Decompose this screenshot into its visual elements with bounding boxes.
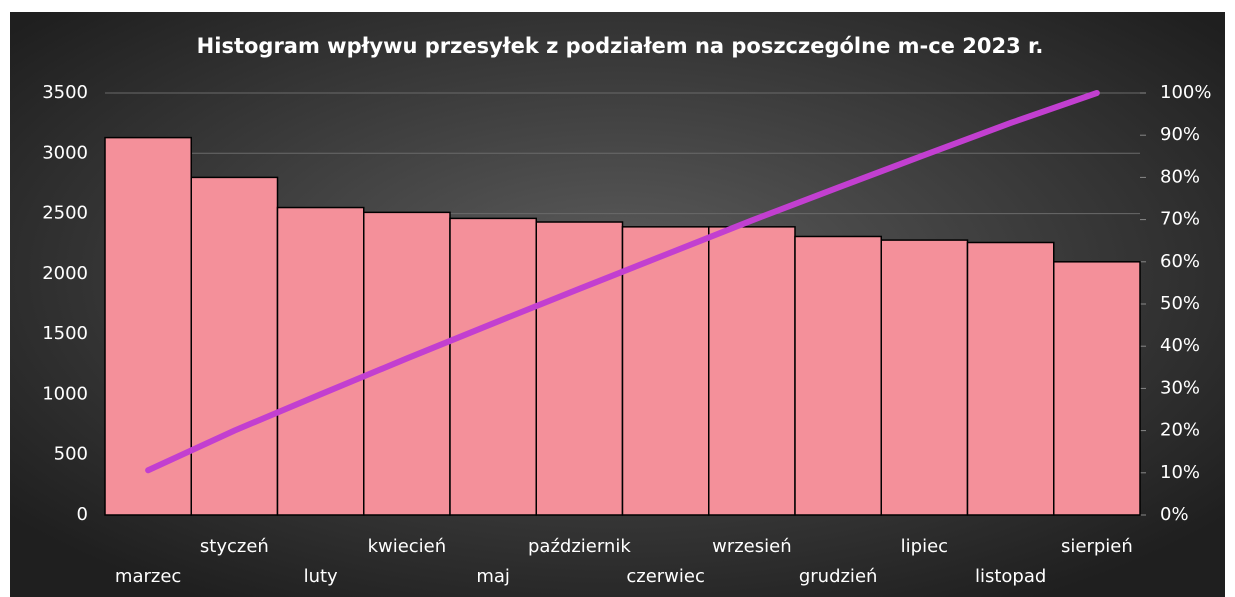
x-tick-label: sierpień [1061, 536, 1133, 557]
bar [966, 241, 1055, 516]
x-tick-label: wrzesień [712, 536, 792, 557]
y2-tick-label: 90% [1160, 124, 1200, 145]
x-tick-label: grudzień [799, 566, 878, 587]
chart-title: Histogram wpływu przesyłek z podziałem n… [197, 34, 1044, 58]
y-tick-label: 0 [77, 504, 88, 525]
y2-tick-label: 20% [1160, 420, 1200, 441]
bar [880, 239, 969, 516]
bar [621, 226, 710, 516]
x-tick-label: listopad [975, 566, 1046, 587]
x-tick-label: styczeń [200, 536, 269, 557]
bar [449, 217, 537, 516]
y-tick-label: 2000 [42, 263, 88, 284]
y2-tick-label: 10% [1160, 462, 1200, 483]
bar [276, 206, 365, 516]
y-tick-label: 2500 [42, 203, 88, 224]
x-tick-label: kwiecień [368, 536, 447, 557]
bar [708, 226, 796, 516]
y2-tick-label: 80% [1160, 166, 1200, 187]
bar [104, 136, 192, 516]
bar [190, 176, 279, 516]
bar [535, 221, 624, 516]
y-tick-label: 500 [54, 444, 88, 465]
y2-tick-label: 40% [1160, 335, 1200, 356]
x-tick-label: luty [304, 566, 338, 587]
x-tick-label: lipiec [901, 536, 948, 557]
y-tick-label: 3000 [42, 142, 88, 163]
x-tick-label: maj [476, 566, 510, 587]
y2-tick-label: 70% [1160, 209, 1200, 230]
bar [794, 235, 882, 516]
y-tick-label: 1000 [42, 383, 88, 404]
bar [1053, 261, 1141, 516]
x-tick-label: październik [528, 536, 631, 557]
y2-tick-label: 100% [1160, 82, 1211, 103]
x-tick-label: czerwiec [626, 566, 705, 587]
x-tick-label: marzec [115, 566, 181, 587]
cumulative-line [145, 90, 1100, 474]
y-tick-label: 3500 [42, 82, 88, 103]
y2-tick-label: 60% [1160, 251, 1200, 272]
y2-tick-label: 50% [1160, 293, 1200, 314]
y2-tick-label: 0% [1160, 504, 1189, 525]
y2-tick-label: 30% [1160, 377, 1200, 398]
y-tick-label: 1500 [42, 323, 88, 344]
bar [363, 211, 451, 516]
